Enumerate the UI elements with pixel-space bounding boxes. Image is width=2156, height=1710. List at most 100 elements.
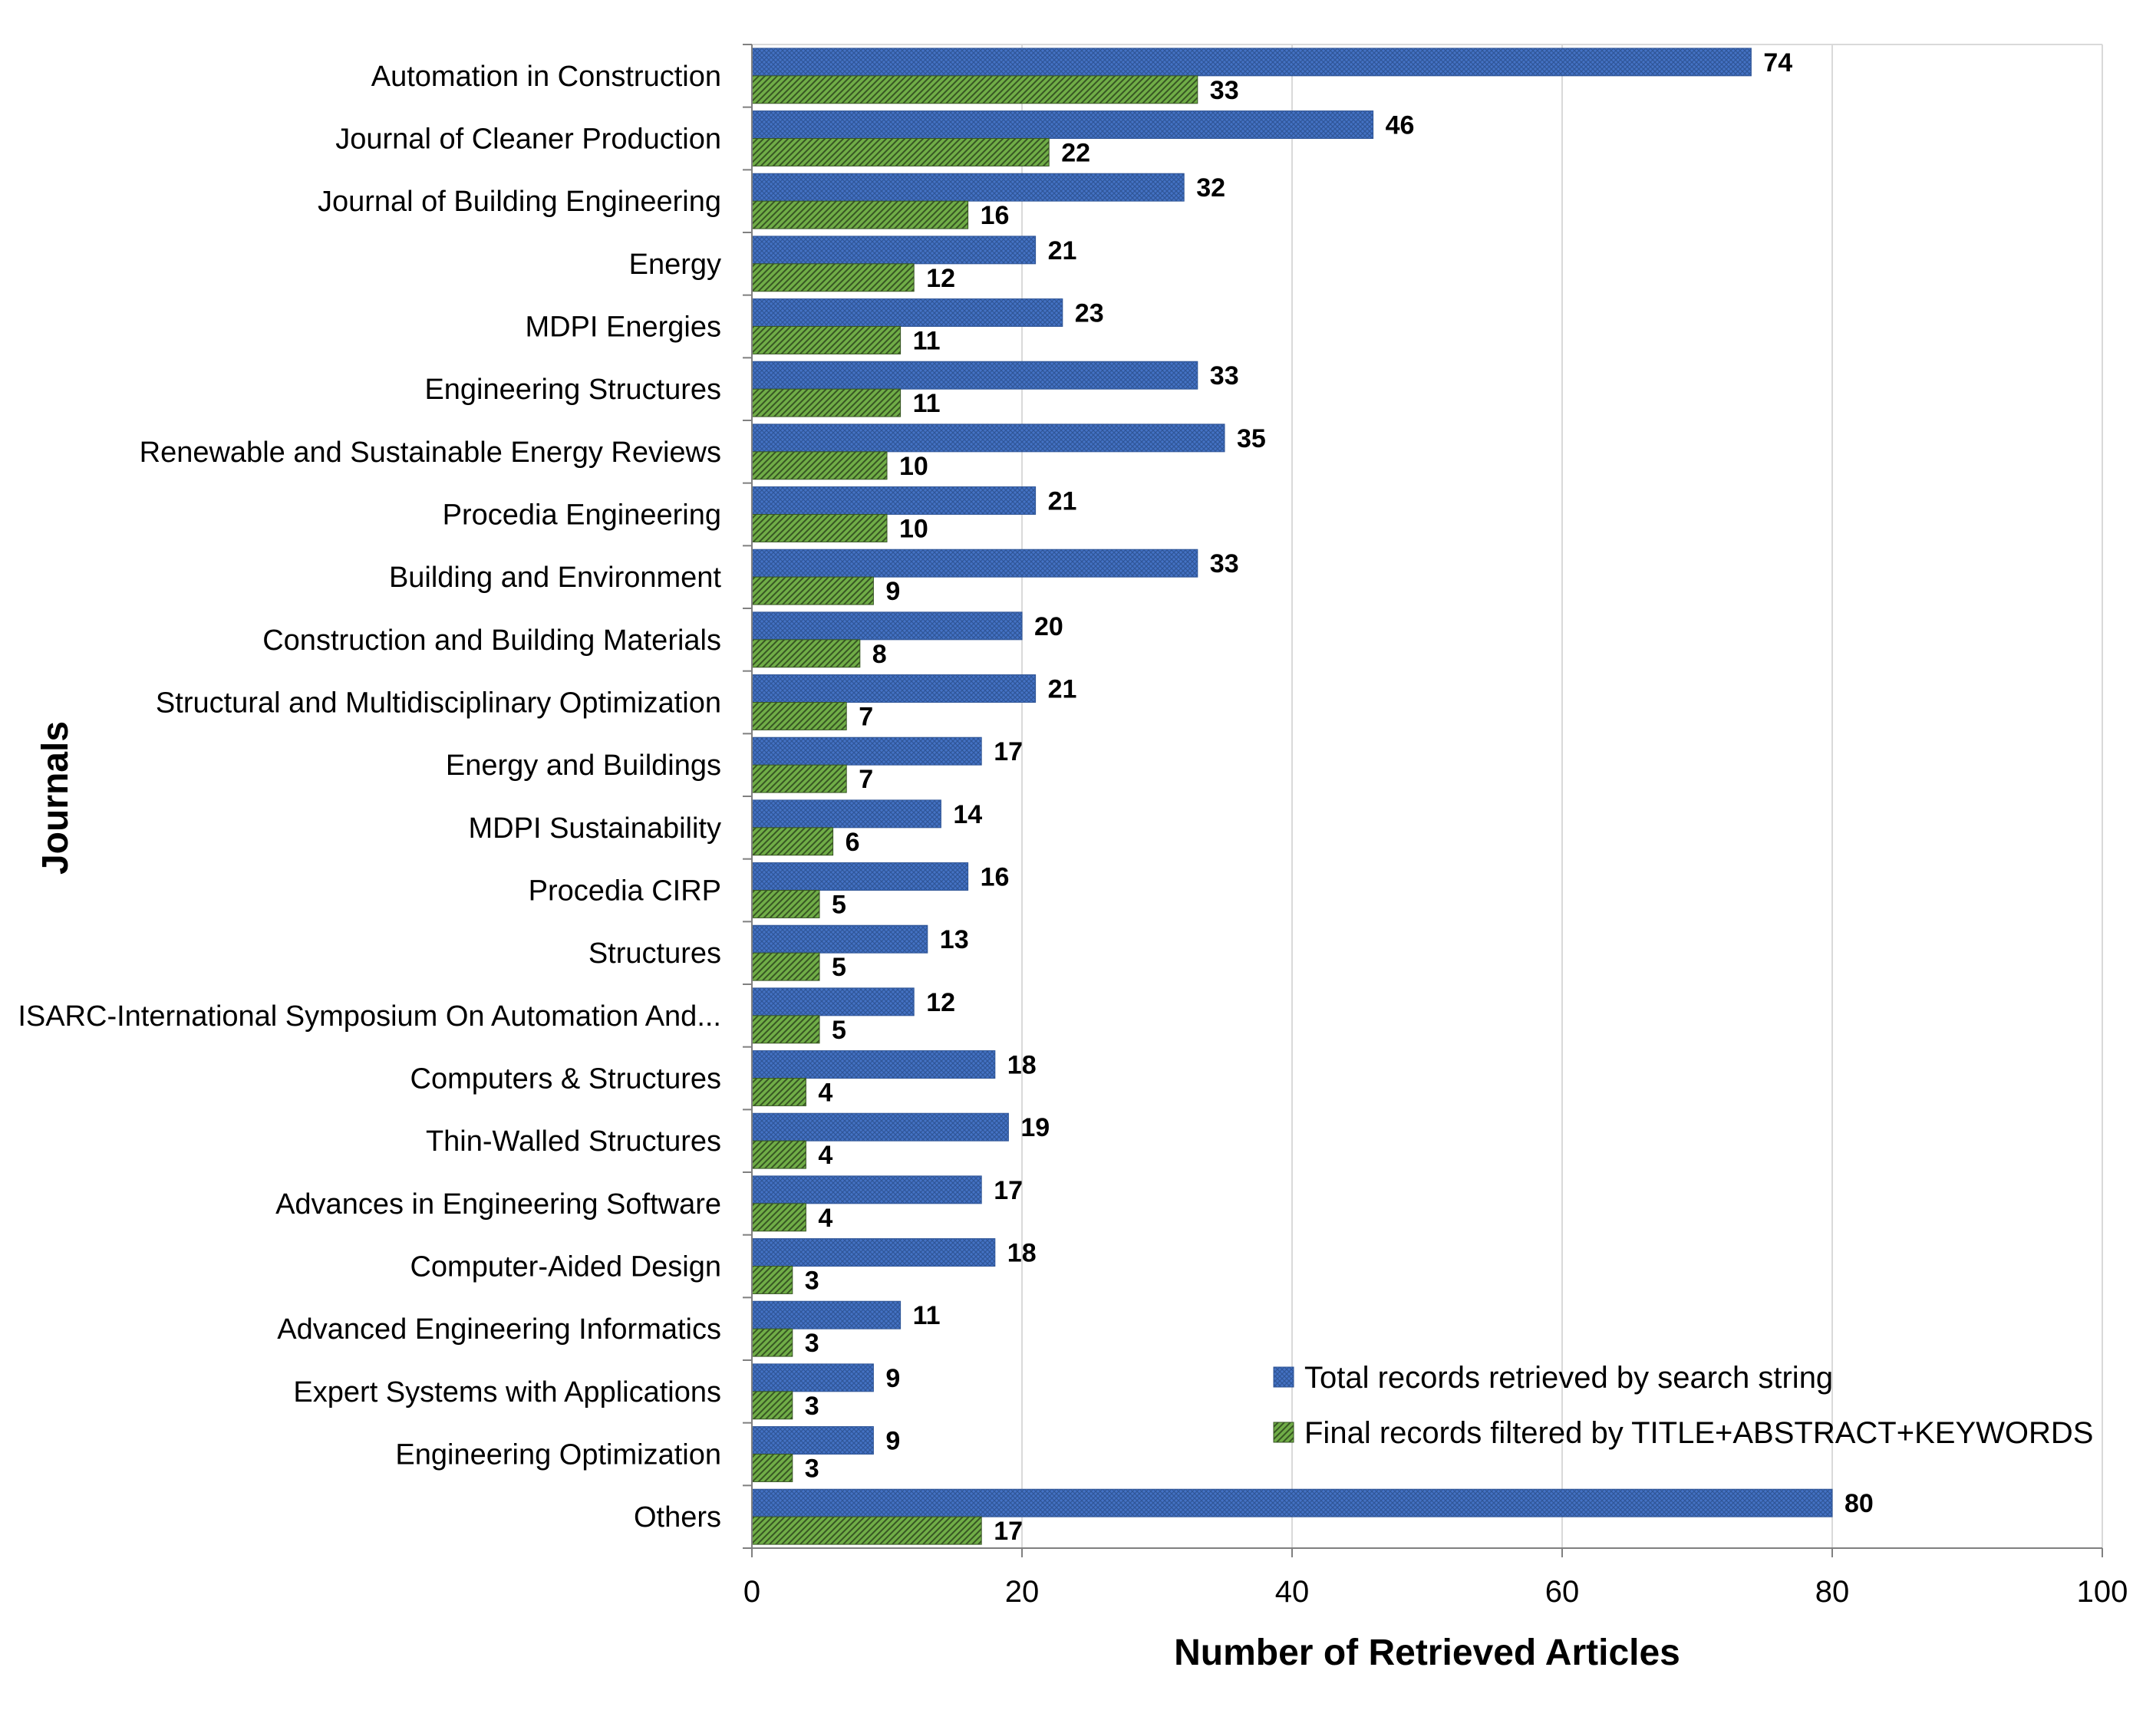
data-label-final: 17	[994, 1517, 1023, 1546]
category-label: Computers & Structures	[410, 1063, 721, 1096]
bar-final	[751, 890, 820, 918]
category-label: Others	[634, 1501, 721, 1534]
bar-final	[751, 1454, 793, 1482]
bars	[751, 48, 1833, 1545]
bar-final	[751, 75, 1198, 104]
category-label: Expert Systems with Applications	[293, 1376, 721, 1409]
category-label: MDPI Sustainability	[469, 812, 721, 845]
bar-total	[751, 1426, 874, 1455]
category-label: Advanced Engineering Informatics	[277, 1313, 721, 1346]
data-label-total: 80	[1844, 1489, 1874, 1518]
bar-final	[751, 639, 861, 668]
bar-final	[751, 138, 1050, 166]
data-label-final: 5	[832, 890, 846, 919]
bar-total	[751, 987, 915, 1016]
data-label-final: 4	[818, 1204, 832, 1233]
bar-final	[751, 1015, 820, 1044]
data-label-final: 3	[805, 1266, 819, 1295]
bar-final	[751, 326, 902, 354]
data-label-total: 33	[1210, 361, 1239, 390]
data-label-final: 8	[872, 640, 887, 669]
bar-final	[751, 576, 874, 605]
bar-total	[751, 549, 1198, 578]
data-label-final: 5	[832, 953, 846, 982]
data-label-total: 21	[1048, 236, 1077, 265]
data-label-final: 3	[805, 1329, 819, 1358]
category-label: Journal of Building Engineering	[318, 186, 721, 218]
bar-total	[751, 1300, 902, 1329]
data-label-total: 33	[1210, 549, 1239, 578]
category-label: Construction and Building Materials	[262, 624, 721, 657]
bar-total	[751, 236, 1037, 265]
x-tick-label: 20	[1005, 1575, 1040, 1609]
bar-final	[751, 702, 847, 730]
bar-final	[751, 1203, 806, 1232]
bar-total	[751, 298, 1063, 328]
x-tick-label: 80	[1815, 1575, 1850, 1609]
bar-final	[751, 514, 888, 542]
data-label-total: 19	[1020, 1113, 1050, 1142]
legend-swatch-final	[1273, 1422, 1294, 1443]
category-label: Engineering Structures	[424, 374, 721, 406]
bar-final	[751, 1266, 793, 1294]
bar-total	[751, 423, 1225, 453]
data-label-final: 12	[926, 264, 955, 293]
bar-total	[751, 1363, 874, 1392]
category-label: Journal of Cleaner Production	[335, 124, 721, 156]
data-label-final: 10	[899, 452, 928, 481]
category-label: Energy and Buildings	[446, 750, 721, 782]
bar-final	[751, 827, 834, 856]
data-label-final: 6	[846, 828, 860, 857]
bar-final	[751, 200, 969, 229]
data-label-total: 35	[1237, 424, 1266, 453]
category-label: Advances in Engineering Software	[275, 1188, 721, 1221]
data-label-total: 18	[1007, 1239, 1037, 1268]
category-label: MDPI Energies	[525, 311, 721, 344]
x-tick-label: 100	[2077, 1575, 2128, 1609]
bar-total	[751, 736, 982, 766]
category-label: Structures	[588, 937, 721, 970]
x-tick-label: 40	[1275, 1575, 1310, 1609]
legend-swatch-total	[1273, 1366, 1294, 1388]
legend: Total records retrieved by search string…	[1273, 1361, 2093, 1450]
category-label: Thin-Walled Structures	[426, 1125, 721, 1158]
x-tick-label: 0	[743, 1575, 760, 1609]
x-axis-title: Number of Retrieved Articles	[1174, 1633, 1680, 1673]
category-label: Procedia Engineering	[443, 499, 721, 532]
bar-total	[751, 486, 1037, 515]
category-label: Automation in Construction	[371, 61, 721, 93]
category-label: Computer-Aided Design	[410, 1251, 721, 1283]
data-label-final: 9	[885, 577, 900, 606]
bar-final	[751, 451, 888, 480]
data-label-final: 11	[913, 326, 941, 355]
data-label-total: 20	[1034, 612, 1063, 641]
data-label-final: 10	[899, 514, 928, 543]
data-label-total: 14	[953, 800, 982, 829]
data-label-total: 12	[926, 988, 955, 1017]
data-label-final: 11	[913, 389, 941, 418]
bar-final	[751, 1140, 806, 1169]
bar-total	[751, 110, 1374, 139]
bar-total	[751, 924, 928, 954]
data-label-final: 5	[832, 1016, 846, 1045]
data-label-final: 33	[1210, 76, 1239, 105]
data-label-total: 11	[913, 1301, 941, 1330]
category-label: ISARC-International Symposium On Automat…	[18, 1000, 721, 1033]
data-label-total: 21	[1048, 487, 1077, 516]
category-label: Procedia CIRP	[529, 875, 721, 908]
legend-label-final: Final records filtered by TITLE+ABSTRACT…	[1304, 1416, 2093, 1450]
data-label-final: 4	[818, 1078, 832, 1107]
bar-total	[751, 1112, 1009, 1142]
bar-final	[751, 764, 847, 793]
data-label-total: 16	[981, 863, 1010, 892]
category-label: Energy	[629, 249, 721, 281]
data-label-total: 74	[1763, 48, 1792, 77]
bar-total	[751, 611, 1023, 641]
bar-total	[751, 173, 1185, 202]
data-label-final: 3	[805, 1392, 819, 1421]
category-label: Renewable and Sustainable Energy Reviews	[140, 437, 721, 469]
bar-total	[751, 48, 1752, 77]
data-label-total: 46	[1386, 111, 1415, 140]
